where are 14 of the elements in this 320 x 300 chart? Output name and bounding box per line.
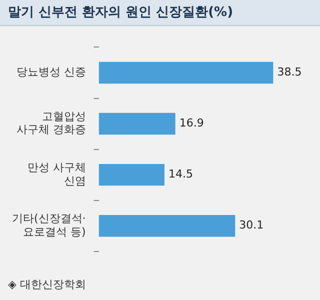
bar [98,215,236,237]
y-tick-label: 당뇨병성 신증 [16,66,86,79]
data-label: 38.5 [277,66,302,79]
y-tick-label: 만성 사구체 신염 [27,161,86,188]
chart-title: 말기 신부전 환자의 원인 신장질환(%) [0,0,320,26]
text: ◈ 대한신장학회 [8,277,86,292]
y-tick-label: 기타(신장결석·요로결석 등) [12,212,86,238]
y-tick-label: 고혈압성 사구체 경화증 [16,110,86,136]
bar [98,112,176,135]
data-label: 14.5 [168,168,193,181]
data-label: 16.9 [179,116,204,130]
data-label: 30.1 [239,218,264,232]
bar [98,62,274,84]
bar [98,164,164,186]
